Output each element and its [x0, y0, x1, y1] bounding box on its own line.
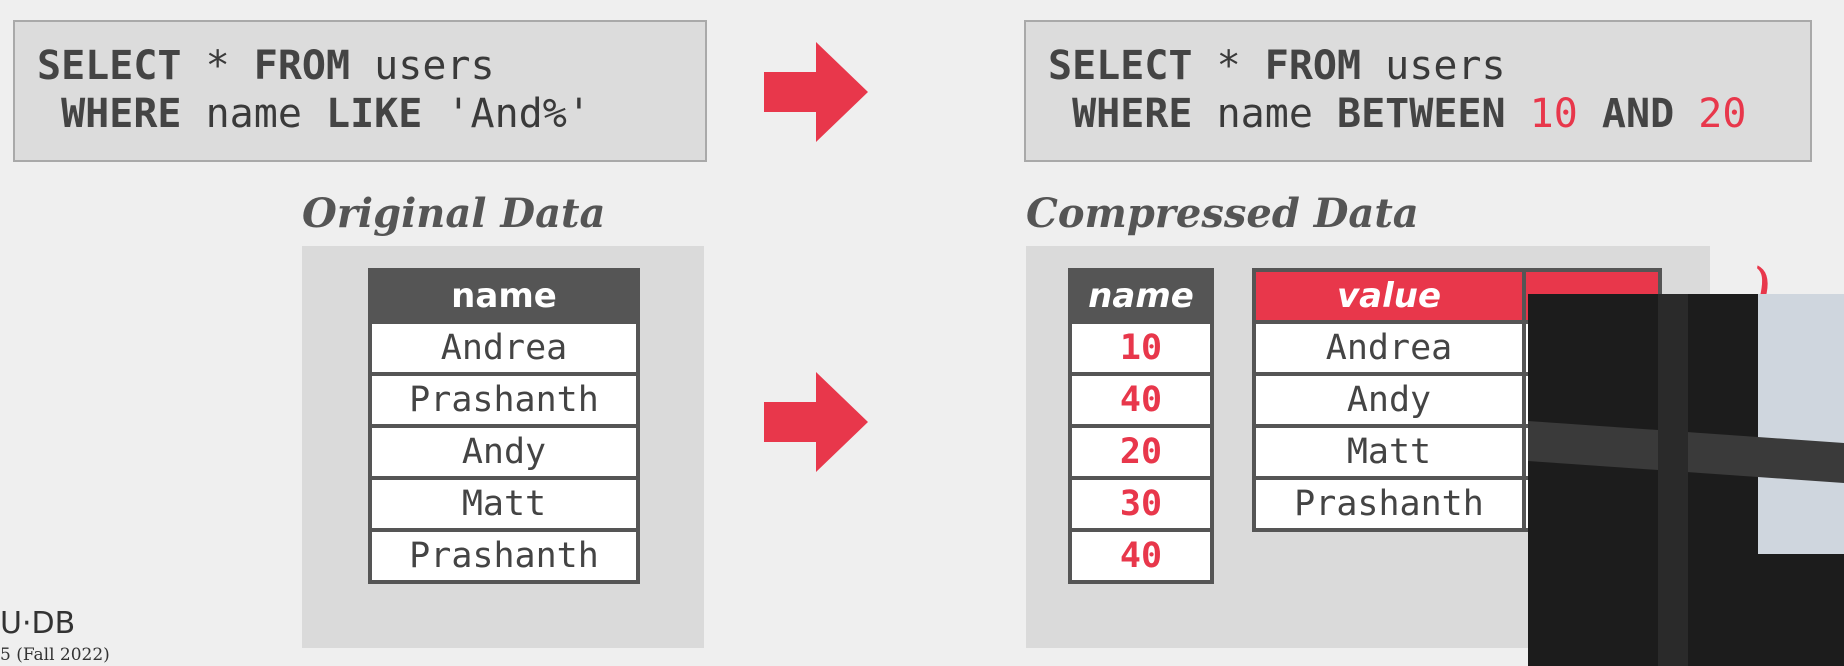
sql-keyword: AND: [1577, 91, 1675, 137]
sql-keyword: WHERE: [1048, 91, 1193, 137]
table-cell: Andy: [1252, 372, 1526, 428]
code-cell: 20: [1068, 424, 1214, 480]
table-cell: Matt: [1252, 424, 1526, 480]
table-row: Prashanth: [368, 528, 640, 584]
sql-keyword: SELECT: [1048, 43, 1193, 89]
sql-table: users: [350, 43, 495, 89]
sql-keyword: LIKE: [326, 91, 423, 137]
logo: U·DB: [0, 606, 76, 641]
sql-value: 20: [1674, 91, 1747, 137]
table-row: 40: [1068, 528, 1214, 584]
column-header-value: value: [1252, 268, 1526, 324]
code-cell: 30: [1068, 476, 1214, 532]
arrow-right-icon: [764, 372, 868, 472]
compressed-data-title: Compressed Data: [1026, 190, 1419, 237]
code-cell: 40: [1068, 528, 1214, 584]
video-background: [1658, 294, 1688, 666]
sql-column: name: [181, 91, 326, 137]
table-cell: Prashanth: [368, 528, 640, 584]
compressed-codes-table: name 10 40 20 30 40: [1068, 268, 1214, 584]
original-data-title: Original Data: [302, 190, 606, 237]
table-cell: Matt: [368, 476, 640, 532]
sql-keyword: FROM: [1264, 43, 1362, 89]
sql-column: name: [1192, 91, 1337, 137]
table-cell: Andy: [368, 424, 640, 480]
table-cell: Andrea: [368, 320, 640, 376]
projector-screen: [1758, 294, 1844, 554]
table-cell: Prashanth: [368, 372, 640, 428]
query-left: SELECT * FROM users WHERE name LIKE 'And…: [13, 20, 707, 162]
column-header-name: name: [368, 268, 640, 324]
code-cell: 40: [1068, 372, 1214, 428]
sql-pattern: 'And%': [422, 91, 591, 137]
sql-star: *: [181, 43, 254, 89]
sql-keyword: WHERE: [37, 91, 182, 137]
table-row: 40: [1068, 372, 1214, 428]
table-row: Andrea: [368, 320, 640, 376]
table-row: Andy: [368, 424, 640, 480]
table-row: Matt: [368, 476, 640, 532]
table-row: 30: [1068, 476, 1214, 532]
video-overlay: [1528, 294, 1844, 666]
sql-star: *: [1192, 43, 1265, 89]
sql-keyword: BETWEEN: [1337, 91, 1506, 137]
table-cell: Prashanth: [1252, 476, 1526, 532]
table-row: 10: [1068, 320, 1214, 376]
course-label: 5 (Fall 2022): [0, 645, 110, 665]
sql-keyword: FROM: [253, 43, 351, 89]
sql-keyword: SELECT: [37, 43, 182, 89]
table-cell: Andrea: [1252, 320, 1526, 376]
code-cell: 10: [1068, 320, 1214, 376]
query-right: SELECT * FROM users WHERE name BETWEEN 1…: [1024, 20, 1812, 162]
sql-table: users: [1361, 43, 1506, 89]
table-row: Prashanth: [368, 372, 640, 428]
original-table: name Andrea Prashanth Andy Matt Prashant…: [368, 268, 640, 584]
table-row: 20: [1068, 424, 1214, 480]
sql-value: 10: [1505, 91, 1578, 137]
column-header-name: name: [1068, 268, 1214, 324]
arrow-right-icon: [764, 42, 868, 142]
